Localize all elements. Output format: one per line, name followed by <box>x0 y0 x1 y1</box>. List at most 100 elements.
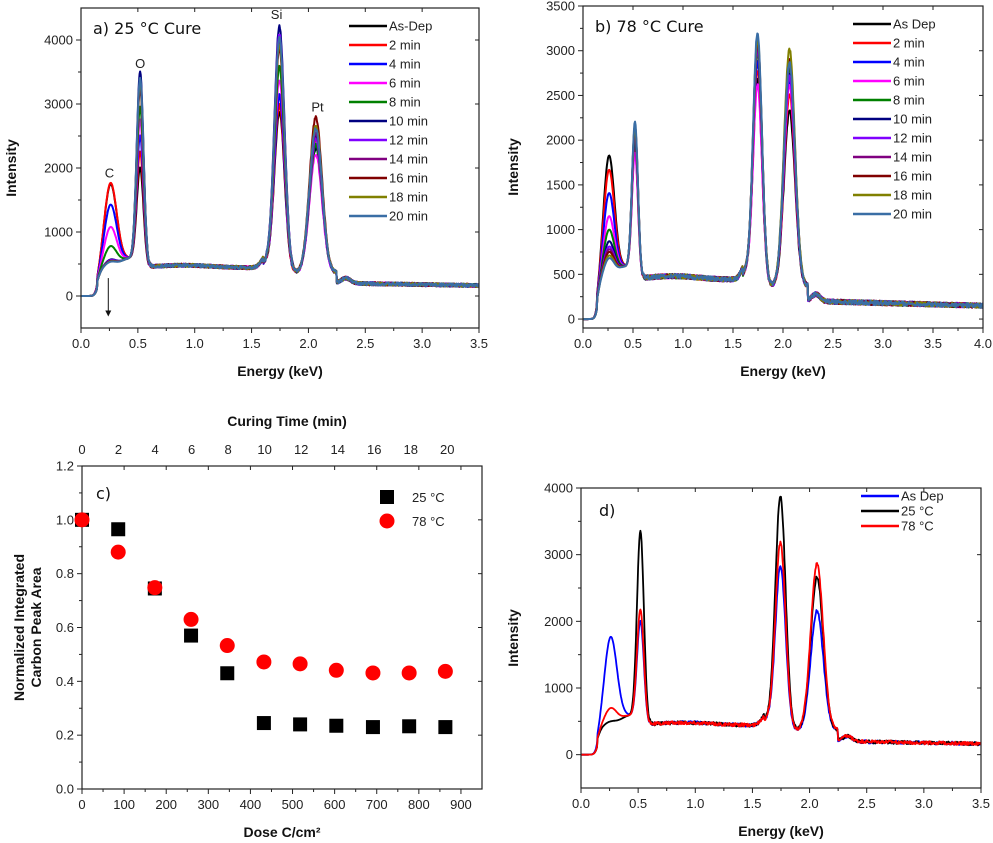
y-tick-label: 1000 <box>546 222 575 237</box>
data-point-square <box>402 719 417 734</box>
legend-label: 18 min <box>893 188 932 203</box>
data-point-circle <box>219 638 235 654</box>
y-axis-title: Intensity <box>505 609 521 667</box>
peak-label: Pt <box>311 100 324 115</box>
y-tick-label: 1000 <box>544 681 573 696</box>
y-tick-label: 0.8 <box>56 566 74 581</box>
y-tick-label: 0 <box>66 289 73 304</box>
legend-label: 16 min <box>389 171 428 186</box>
series-group <box>81 24 479 297</box>
legend-label: 2 min <box>893 36 925 51</box>
x-tick-label: 500 <box>282 797 304 812</box>
y-tick-label: 1000 <box>44 225 73 240</box>
data-point-square <box>438 720 453 735</box>
legend-label: 8 min <box>893 93 925 108</box>
x-tick-label: 3.5 <box>470 336 488 351</box>
x2-tick-label: 16 <box>367 442 381 457</box>
x-tick-label: 3.0 <box>915 796 933 811</box>
data-point-circle <box>292 656 308 672</box>
legend-label: 12 min <box>389 133 428 148</box>
x-tick-label: 0.5 <box>129 336 147 351</box>
x2-tick-label: 12 <box>294 442 308 457</box>
x-tick-label: 1.5 <box>743 796 761 811</box>
x-tick-label: 3.5 <box>972 796 990 811</box>
data-point-circle <box>365 665 381 681</box>
x-tick-label: 0.0 <box>574 336 592 351</box>
y-tick-label: 2000 <box>544 614 573 629</box>
series-line-20-min <box>81 35 479 297</box>
x-tick-label: 3.5 <box>924 336 942 351</box>
x-axis-title: Dose C/cm² <box>243 824 320 840</box>
x-tick-label: 600 <box>324 797 346 812</box>
x-axis-title: Energy (keV) <box>237 363 323 379</box>
x2-tick-label: 6 <box>188 442 195 457</box>
y-tick-label: 500 <box>553 267 575 282</box>
series-line-20-min <box>583 32 983 321</box>
y-tick-label: 0.6 <box>56 620 74 635</box>
legend-label: 2 min <box>389 38 421 53</box>
series-line-78-c <box>581 540 981 756</box>
x-tick-label: 0.5 <box>624 336 642 351</box>
x-tick-label: 1.0 <box>674 336 692 351</box>
legend-label: 25 °C <box>412 490 445 505</box>
x-tick-label: 4.0 <box>974 336 992 351</box>
panel-d: 0.0 0.5 1.0 1.5 2.0 2.5 3.0 3.5 0 1000 2000 3000 400… <box>505 481 990 840</box>
x-tick-label: 3.0 <box>874 336 892 351</box>
x-tick-label: 800 <box>408 797 430 812</box>
y-axis-title: Carbon Peak Area <box>28 567 44 687</box>
x-tick-label: 1.5 <box>243 336 261 351</box>
legend-label: 20 min <box>893 207 932 222</box>
x2-axis-title: Curing Time (min) <box>227 413 347 429</box>
data-point-square <box>329 718 344 733</box>
data-point-square <box>365 720 380 735</box>
series-group <box>581 495 981 756</box>
x-axis-title: Energy (keV) <box>740 363 826 379</box>
x-tick-label: 2.0 <box>801 796 819 811</box>
legend-label: 8 min <box>389 95 421 110</box>
x-tick-label: 100 <box>113 797 135 812</box>
panel-a: 0.0 0.5 1.0 1.5 2.0 2.5 3.0 3.5 0 1000 2000 3000 400… <box>3 7 488 379</box>
x-tick-label: 0.0 <box>572 796 590 811</box>
x-tick-label: 2.5 <box>858 796 876 811</box>
x-tick-label: 0 <box>78 797 85 812</box>
y-tick-label: 3000 <box>44 97 73 112</box>
x-tick-label: 300 <box>197 797 219 812</box>
x2-tick-label: 2 <box>115 442 122 457</box>
x-tick-label: 1.5 <box>724 336 742 351</box>
x2-tick-label: 0 <box>78 442 85 457</box>
data-point-circle <box>401 665 417 681</box>
y-tick-label: 0 <box>568 312 575 327</box>
data-point-square <box>111 522 126 537</box>
y-tick-label: 3000 <box>544 547 573 562</box>
y-tick-label: 0 <box>566 747 573 762</box>
series-group <box>583 32 983 321</box>
x2-tick-label: 18 <box>404 442 418 457</box>
data-point-square <box>256 716 271 731</box>
y-tick-label: 3000 <box>546 43 575 58</box>
x2-tick-label: 8 <box>225 442 232 457</box>
legend-label: 12 min <box>893 131 932 146</box>
x-tick-label: 200 <box>155 797 177 812</box>
y-tick-label: 1.2 <box>56 459 74 474</box>
x-tick-label: 1.0 <box>686 796 704 811</box>
legend-label: 16 min <box>893 169 932 184</box>
plot-area <box>581 488 981 788</box>
peak-label: O <box>135 56 145 71</box>
peak-label: Si <box>271 7 283 22</box>
data-point-square <box>293 717 308 732</box>
legend-label: 78 °C <box>901 519 934 534</box>
panel-title: b) 78 °C Cure <box>595 17 704 36</box>
panel-b: 0.0 0.5 1.0 1.5 2.0 2.5 3.0 3.5 4.0 0 500 1000 1500 2… <box>505 0 992 379</box>
data-point-circle <box>110 544 126 560</box>
y-axis-title: Intensity <box>505 138 521 196</box>
legend-label: 4 min <box>893 55 925 70</box>
x-axis-title: Energy (keV) <box>738 823 824 839</box>
legend-label: 6 min <box>893 74 925 89</box>
x-tick-label: 0.0 <box>72 336 90 351</box>
data-point-circle <box>328 662 344 678</box>
panel-title: a) 25 °C Cure <box>93 19 201 38</box>
legend-label: 25 °C <box>901 504 934 519</box>
legend-label: As-Dep <box>389 19 432 34</box>
data-point-square <box>220 666 235 681</box>
data-point-circle <box>74 512 90 528</box>
